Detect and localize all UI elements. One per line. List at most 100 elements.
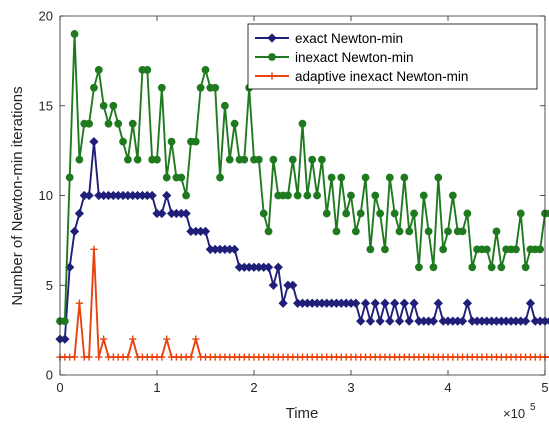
data-point-1-77: [429, 263, 438, 272]
data-point-0-26: [181, 208, 191, 219]
x-multiplier-base: ×10: [503, 406, 525, 421]
data-point-0-70: [394, 316, 405, 326]
legend-label-inexact: inexact Newton-min: [295, 50, 414, 65]
x-tick-label-4: 4: [444, 380, 451, 395]
data-point-0-4: [74, 208, 85, 219]
data-point-0-22: [162, 190, 172, 201]
data-point-0-78: [433, 298, 443, 308]
data-point-1-63: [361, 173, 370, 182]
y-tick-label-2: 10: [39, 188, 53, 203]
data-point-1-55: [322, 209, 331, 218]
data-point-1-57: [332, 227, 341, 236]
data-point-0-36: [229, 244, 240, 254]
data-point-1-56: [327, 173, 336, 182]
data-point-1-6: [85, 119, 93, 128]
data-point-0-83: [457, 316, 468, 326]
data-point-1-29: [196, 83, 205, 92]
data-point-1-78: [434, 173, 443, 182]
y-tick-label-0: 0: [46, 368, 53, 383]
data-point-1-80: [444, 227, 452, 236]
data-point-1-79: [439, 245, 448, 254]
y-tick-label-1: 5: [46, 278, 53, 293]
data-point-0-3: [69, 226, 80, 237]
data-point-1-12: [114, 119, 123, 128]
legend-marker-0: [267, 33, 277, 43]
legend-symbol-inexact: [255, 53, 289, 61]
data-point-0-62: [356, 316, 366, 326]
data-point-1-64: [366, 245, 375, 254]
data-point-1-83: [458, 227, 467, 236]
data-point-1-71: [400, 173, 409, 182]
series-0: [55, 137, 549, 344]
data-point-1-95: [516, 209, 525, 218]
data-point-0-67: [380, 298, 390, 308]
data-point-1-13: [119, 137, 127, 146]
data-point-1-20: [153, 155, 161, 164]
data-point-0-101: [545, 317, 549, 325]
data-point-1-18: [143, 65, 152, 74]
data-point-1-72: [405, 227, 414, 236]
data-point-1-11: [109, 101, 118, 110]
data-point-1-59: [342, 209, 351, 218]
data-point-0-65: [370, 298, 380, 308]
legend-label-exact: exact Newton-min: [295, 31, 403, 46]
data-point-0-77: [428, 316, 439, 326]
data-point-1-8: [94, 65, 103, 74]
data-point-1-28: [191, 137, 200, 146]
y-tick-label-3: 15: [39, 98, 53, 113]
data-point-1-2: [65, 173, 74, 182]
data-point-0-68: [385, 316, 395, 326]
data-point-1-91: [497, 263, 506, 272]
y-axis-label: Number of Newton-min iterations: [9, 86, 26, 305]
data-point-2-4: [75, 299, 83, 307]
data-point-1-50: [298, 119, 307, 128]
data-point-1-66: [376, 209, 384, 218]
data-point-0-84: [462, 298, 473, 308]
x-tick-label-5: 5: [541, 380, 548, 395]
data-point-1-62: [356, 209, 365, 218]
data-point-1-88: [482, 245, 491, 254]
data-point-0-48: [288, 280, 298, 290]
data-point-1-7: [90, 83, 98, 92]
data-point-1-22: [162, 173, 171, 182]
data-point-1-34: [220, 101, 229, 110]
data-point-0-64: [365, 316, 376, 326]
data-point-1-49: [293, 191, 302, 200]
data-point-1-85: [468, 263, 477, 272]
data-point-1-32: [211, 83, 220, 92]
data-point-2-14: [124, 353, 132, 361]
data-point-1-30: [201, 65, 210, 74]
data-point-2-15: [129, 335, 137, 343]
data-point-1-14: [124, 155, 132, 164]
data-point-1-99: [536, 245, 545, 254]
legend: exact Newton-min inexact Newton-min adap…: [247, 23, 538, 90]
data-point-2-28: [192, 335, 200, 343]
data-point-2-21: [158, 353, 166, 361]
data-point-0-19: [147, 190, 157, 201]
x-tick-label-0: 0: [56, 380, 63, 395]
data-point-1-47: [284, 191, 292, 200]
data-point-0-96: [520, 316, 531, 326]
data-point-1-74: [414, 263, 423, 272]
data-point-1-35: [225, 155, 234, 164]
series-group: [55, 30, 549, 361]
legend-symbol-exact: [255, 33, 289, 43]
data-point-1-101: [545, 209, 549, 218]
legend-marker-2: [268, 72, 276, 80]
data-point-1-54: [317, 155, 326, 164]
data-point-0-71: [399, 298, 409, 308]
data-point-1-23: [167, 137, 176, 146]
data-point-0-46: [278, 298, 288, 308]
data-point-1-41: [254, 155, 263, 164]
data-point-2-3: [70, 353, 79, 361]
data-point-1-69: [390, 209, 399, 218]
data-point-1-75: [419, 191, 428, 200]
data-point-2-27: [187, 353, 195, 361]
data-point-1-43: [264, 227, 273, 236]
ticks-group: 0 1 2 3 4 5 0 5 10 15 20: [39, 9, 549, 396]
data-point-2-101: [546, 356, 549, 358]
data-point-2-7: [90, 245, 98, 253]
data-point-0-72: [404, 316, 414, 326]
data-point-0-44: [268, 280, 279, 290]
data-point-1-38: [240, 155, 249, 164]
